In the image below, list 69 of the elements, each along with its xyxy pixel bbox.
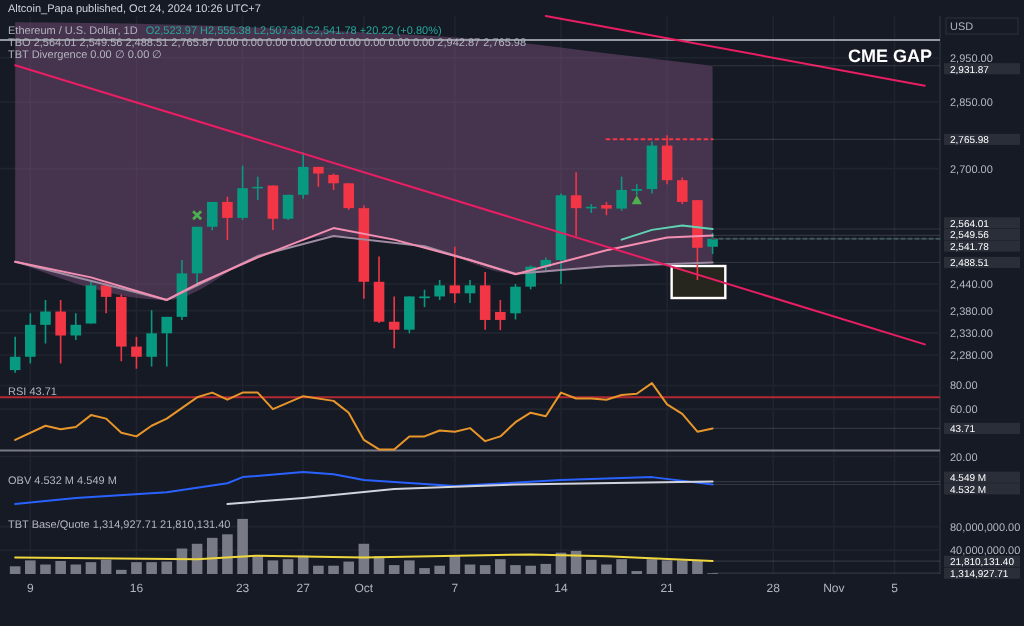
- candlestick: [373, 255, 385, 324]
- candlestick: [707, 232, 718, 255]
- candlestick: [25, 312, 36, 365]
- bar: [297, 555, 309, 574]
- candlestick: [616, 175, 627, 212]
- bar: [510, 565, 521, 574]
- bar: [388, 565, 400, 574]
- candlestick: [343, 182, 355, 211]
- candlestick: [510, 283, 521, 321]
- bar: [646, 559, 658, 574]
- bar: [237, 518, 248, 574]
- bar: [616, 559, 627, 574]
- bar: [404, 560, 415, 574]
- bar: [525, 565, 536, 574]
- candlestick: [9, 336, 21, 374]
- line-series: [620, 224, 714, 241]
- candlestick: [161, 316, 173, 368]
- bar: [585, 559, 597, 574]
- bar: [692, 560, 703, 574]
- candlestick: [388, 295, 400, 350]
- candlestick: [206, 201, 218, 232]
- bar: [601, 564, 612, 574]
- bar: [100, 559, 112, 574]
- candlestick: [495, 299, 506, 331]
- candlestick: [40, 299, 51, 345]
- bar: [131, 562, 142, 574]
- candlestick: [404, 295, 415, 335]
- candlestick: [191, 225, 203, 288]
- candlestick: [55, 299, 66, 365]
- candlestick: [646, 140, 658, 195]
- bar: [661, 560, 673, 574]
- bar: [495, 559, 506, 574]
- candlestick: [146, 309, 157, 368]
- bar: [343, 561, 355, 574]
- bar: [222, 534, 233, 574]
- bar: [419, 568, 430, 574]
- bar: [40, 564, 51, 574]
- candlestick: [100, 282, 112, 315]
- bar: [25, 560, 36, 574]
- bar: [85, 562, 97, 574]
- candlestick: [85, 279, 97, 325]
- candlestick: [570, 171, 582, 238]
- bar: [676, 560, 688, 574]
- candlestick: [297, 151, 309, 200]
- candlestick: [479, 271, 491, 331]
- bar: [9, 566, 21, 574]
- candlestick: [692, 199, 703, 281]
- bar: [328, 565, 339, 574]
- bar: [146, 562, 157, 574]
- candlestick: [449, 245, 461, 304]
- candlestick: [237, 164, 248, 221]
- bar: [267, 560, 279, 574]
- bar: [282, 559, 294, 574]
- bar: [206, 537, 218, 574]
- candlestick: [131, 336, 142, 370]
- bar: [479, 565, 491, 574]
- candlestick: [464, 279, 476, 304]
- bar: [252, 555, 264, 574]
- bar: [313, 565, 324, 574]
- candlestick: [222, 195, 233, 241]
- bar: [55, 560, 66, 574]
- bar: [161, 561, 173, 574]
- bar: [434, 565, 445, 574]
- candlestick: [434, 279, 445, 301]
- candlestick: [267, 184, 279, 231]
- ref-line-label: CME GAP: [847, 45, 932, 66]
- candlestick: [676, 176, 688, 205]
- candlestick: [282, 194, 294, 221]
- bar: [540, 563, 552, 574]
